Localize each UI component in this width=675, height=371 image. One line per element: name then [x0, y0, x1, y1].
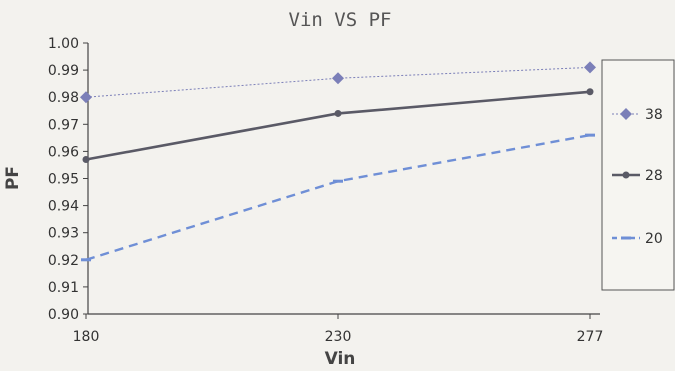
y-tick-label: 0.93 — [48, 226, 79, 242]
legend-marker — [622, 171, 630, 179]
legend-label: 20 — [645, 231, 663, 247]
x-axis-ticks: 180 230 277 — [73, 314, 604, 345]
legend-marker — [620, 108, 632, 120]
series-line-20 — [85, 133, 591, 261]
y-tick-label: 0.90 — [48, 307, 79, 323]
y-tick-label: 0.98 — [48, 90, 79, 106]
legend: 38 28 20 — [612, 107, 663, 247]
y-tick-label: 0.96 — [48, 144, 79, 160]
series-20 — [81, 133, 595, 262]
y-axis-ticks: 1.00 0.99 0.98 0.97 0.96 0.95 0.94 0.93 0.92 0.91… — [48, 36, 88, 323]
y-tick-label: 1.00 — [48, 36, 79, 52]
series-28 — [82, 88, 594, 164]
data-point-38 — [332, 72, 344, 85]
series-38 — [80, 61, 596, 104]
y-tick-label: 0.94 — [48, 199, 79, 215]
chart-title: Vin VS PF — [289, 9, 392, 31]
y-tick-label: 0.92 — [48, 253, 79, 269]
legend-label: 38 — [645, 107, 663, 123]
data-point-38 — [584, 61, 596, 74]
data-point-38 — [80, 91, 92, 104]
data-point-28 — [334, 109, 342, 117]
x-tick-label: 230 — [325, 329, 352, 345]
x-tick-label: 180 — [73, 329, 100, 345]
data-point-28 — [82, 156, 90, 164]
data-point-28 — [586, 88, 594, 96]
legend-item-38: 38 — [612, 107, 663, 123]
x-axis-label: Vin — [325, 349, 356, 369]
y-tick-label: 0.99 — [48, 63, 79, 79]
y-tick-label: 0.95 — [48, 172, 79, 188]
y-axis-label: PF — [3, 166, 23, 190]
y-tick-label: 0.91 — [48, 280, 79, 296]
legend-item-20: 20 — [612, 231, 663, 247]
legend-item-28: 28 — [612, 168, 663, 184]
legend-label: 28 — [645, 168, 663, 184]
series-layer — [80, 61, 596, 262]
y-tick-label: 0.97 — [48, 117, 79, 133]
x-tick-label: 277 — [577, 329, 604, 345]
